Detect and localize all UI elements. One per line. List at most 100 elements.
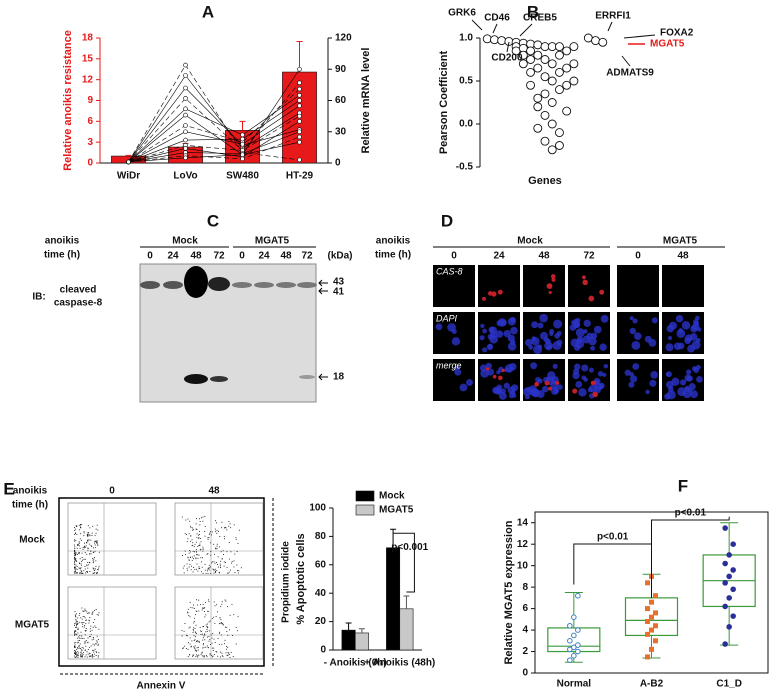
event: [191, 539, 193, 541]
y-tick-label: 80: [315, 531, 327, 542]
event: [207, 572, 209, 574]
event: [74, 566, 76, 568]
point: [240, 156, 245, 162]
nucleus: [507, 317, 516, 326]
nucleus: [588, 336, 597, 346]
event: [89, 562, 91, 564]
event: [87, 535, 89, 537]
line: [128, 95, 300, 163]
event: [81, 637, 83, 639]
event: [74, 555, 76, 557]
nucleus: [649, 379, 657, 387]
annotation: ADMATS9: [606, 68, 654, 79]
event: [192, 628, 194, 630]
blot-panel: anoikis time (h) Mock MGAT5 0 24 48 72 0…: [32, 236, 353, 403]
event: [87, 525, 89, 527]
event: [84, 630, 86, 632]
point: [649, 614, 654, 620]
event: [207, 567, 209, 569]
event: [210, 542, 212, 544]
event: [90, 553, 92, 555]
event: [79, 613, 81, 615]
event: [210, 644, 211, 645]
point: [297, 98, 302, 103]
event: [92, 611, 94, 613]
x-tick-label: LoVo: [173, 171, 197, 182]
annotation-arrow: [519, 23, 533, 37]
signal: [551, 277, 556, 282]
event: [202, 637, 204, 639]
band: [184, 374, 208, 384]
event: [209, 639, 211, 641]
event: [81, 572, 83, 574]
event: [93, 547, 94, 549]
point: [567, 657, 573, 663]
event: [219, 622, 221, 624]
event: [80, 563, 82, 565]
y-tick-label: 3: [87, 137, 93, 148]
event: [190, 646, 192, 648]
signal: [599, 289, 605, 295]
event: [217, 638, 219, 639]
event: [216, 532, 218, 534]
event: [192, 654, 194, 656]
event: [90, 544, 92, 546]
nucleus: [680, 379, 687, 386]
time-label: 48: [538, 251, 550, 262]
nucleus: [693, 321, 700, 327]
event: [202, 546, 204, 548]
point: [569, 76, 579, 86]
nucleus: [482, 328, 488, 334]
event: [202, 604, 204, 605]
event: [75, 525, 77, 527]
error-bar: [345, 622, 352, 631]
event: [81, 650, 83, 651]
event: [181, 516, 183, 518]
event: [86, 571, 88, 573]
event: [75, 633, 77, 635]
event: [89, 571, 91, 572]
event: [82, 546, 84, 548]
x-tick-label: C1_D: [716, 679, 742, 690]
event: [197, 656, 199, 658]
event: [189, 601, 191, 603]
event: [80, 654, 82, 656]
event: [203, 646, 205, 648]
event: [227, 634, 229, 636]
point: [649, 627, 654, 633]
event: [83, 610, 84, 612]
event: [77, 627, 79, 629]
event: [195, 632, 197, 634]
event: [187, 612, 189, 614]
point: [554, 67, 564, 77]
nucleus: [495, 330, 504, 338]
event: [94, 544, 96, 546]
event: [95, 655, 97, 656]
event: [90, 625, 92, 627]
nucleus: [573, 344, 581, 351]
point: [722, 603, 728, 610]
event: [204, 526, 206, 527]
event: [74, 631, 75, 633]
event: [183, 647, 184, 649]
event: [210, 551, 212, 553]
event: [89, 620, 90, 622]
nucleus: [507, 368, 512, 373]
event: [219, 632, 220, 634]
event: [216, 543, 218, 545]
event: [74, 571, 76, 573]
group-label: Mock: [172, 236, 198, 247]
quadrant-line: [68, 587, 156, 659]
event: [188, 552, 190, 554]
event: [89, 653, 91, 655]
event: [225, 626, 226, 628]
event: [74, 656, 76, 658]
line: [128, 87, 300, 163]
event: [221, 655, 223, 657]
time-label: 24: [258, 251, 270, 262]
group-label: MGAT5: [663, 236, 698, 247]
micrograph: [662, 265, 704, 307]
y-tick-label: 15: [82, 53, 94, 64]
event: [214, 654, 215, 656]
event: [204, 563, 206, 565]
